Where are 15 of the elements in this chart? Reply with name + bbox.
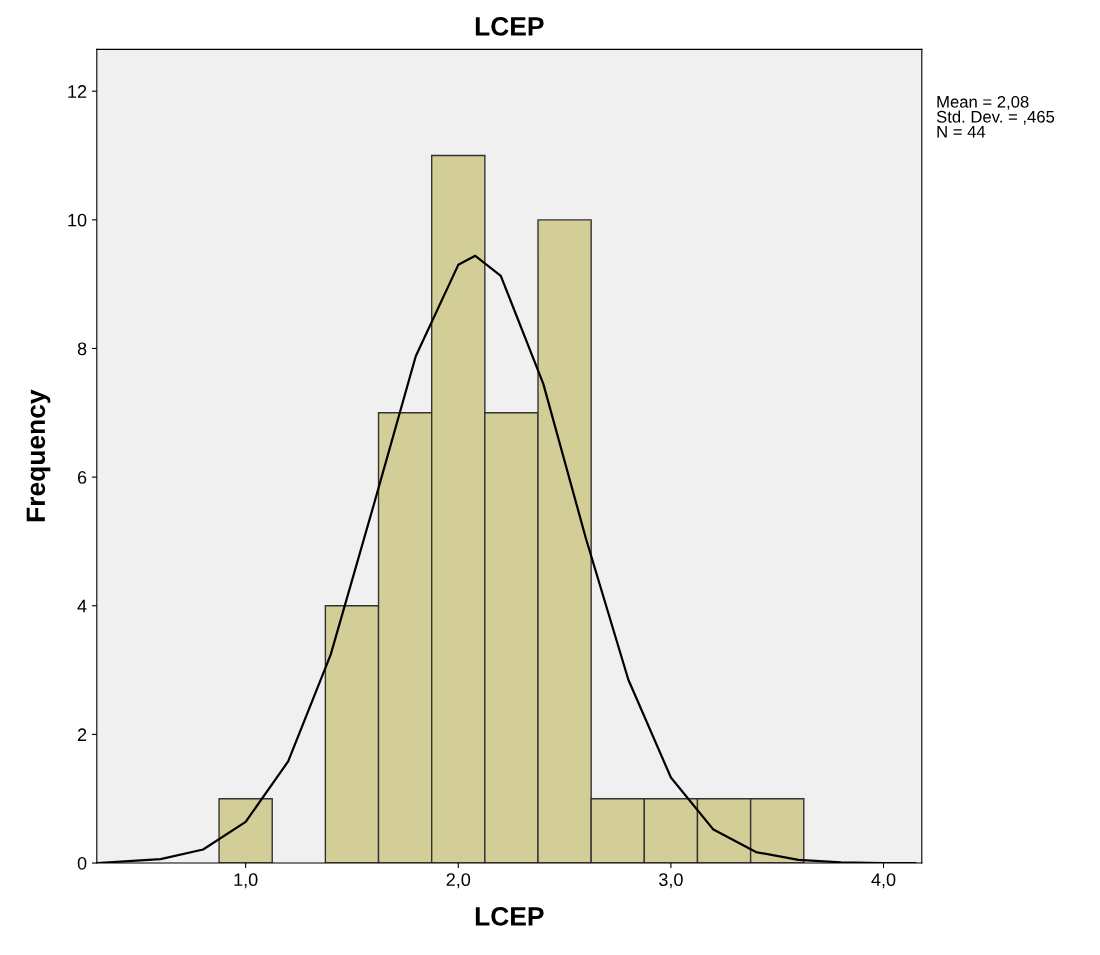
y-tick-label: 12 bbox=[68, 85, 87, 98]
x-tick-label: 1,0 bbox=[234, 873, 258, 889]
y-tick-label: 10 bbox=[68, 213, 87, 227]
x-tick-label: 4,0 bbox=[871, 873, 896, 889]
y-tick-label: 6 bbox=[77, 471, 87, 484]
y-tick-label: 8 bbox=[77, 342, 87, 356]
y-tick-label: 0 bbox=[77, 856, 87, 870]
text: Mean = 2,08 Std. Dev. = ,465 N = 44 bbox=[936, 95, 1055, 138]
y-tick-label: 4 bbox=[77, 599, 87, 613]
y-axis-title: Frequency bbox=[26, 389, 51, 522]
x-axis-title: LCEP bbox=[475, 906, 544, 926]
chart-title: LCEP bbox=[475, 17, 544, 36]
x-tick-label: 3,0 bbox=[659, 873, 683, 889]
y-tick-label: 2 bbox=[77, 728, 87, 741]
x-tick-label: 2,0 bbox=[446, 873, 471, 889]
